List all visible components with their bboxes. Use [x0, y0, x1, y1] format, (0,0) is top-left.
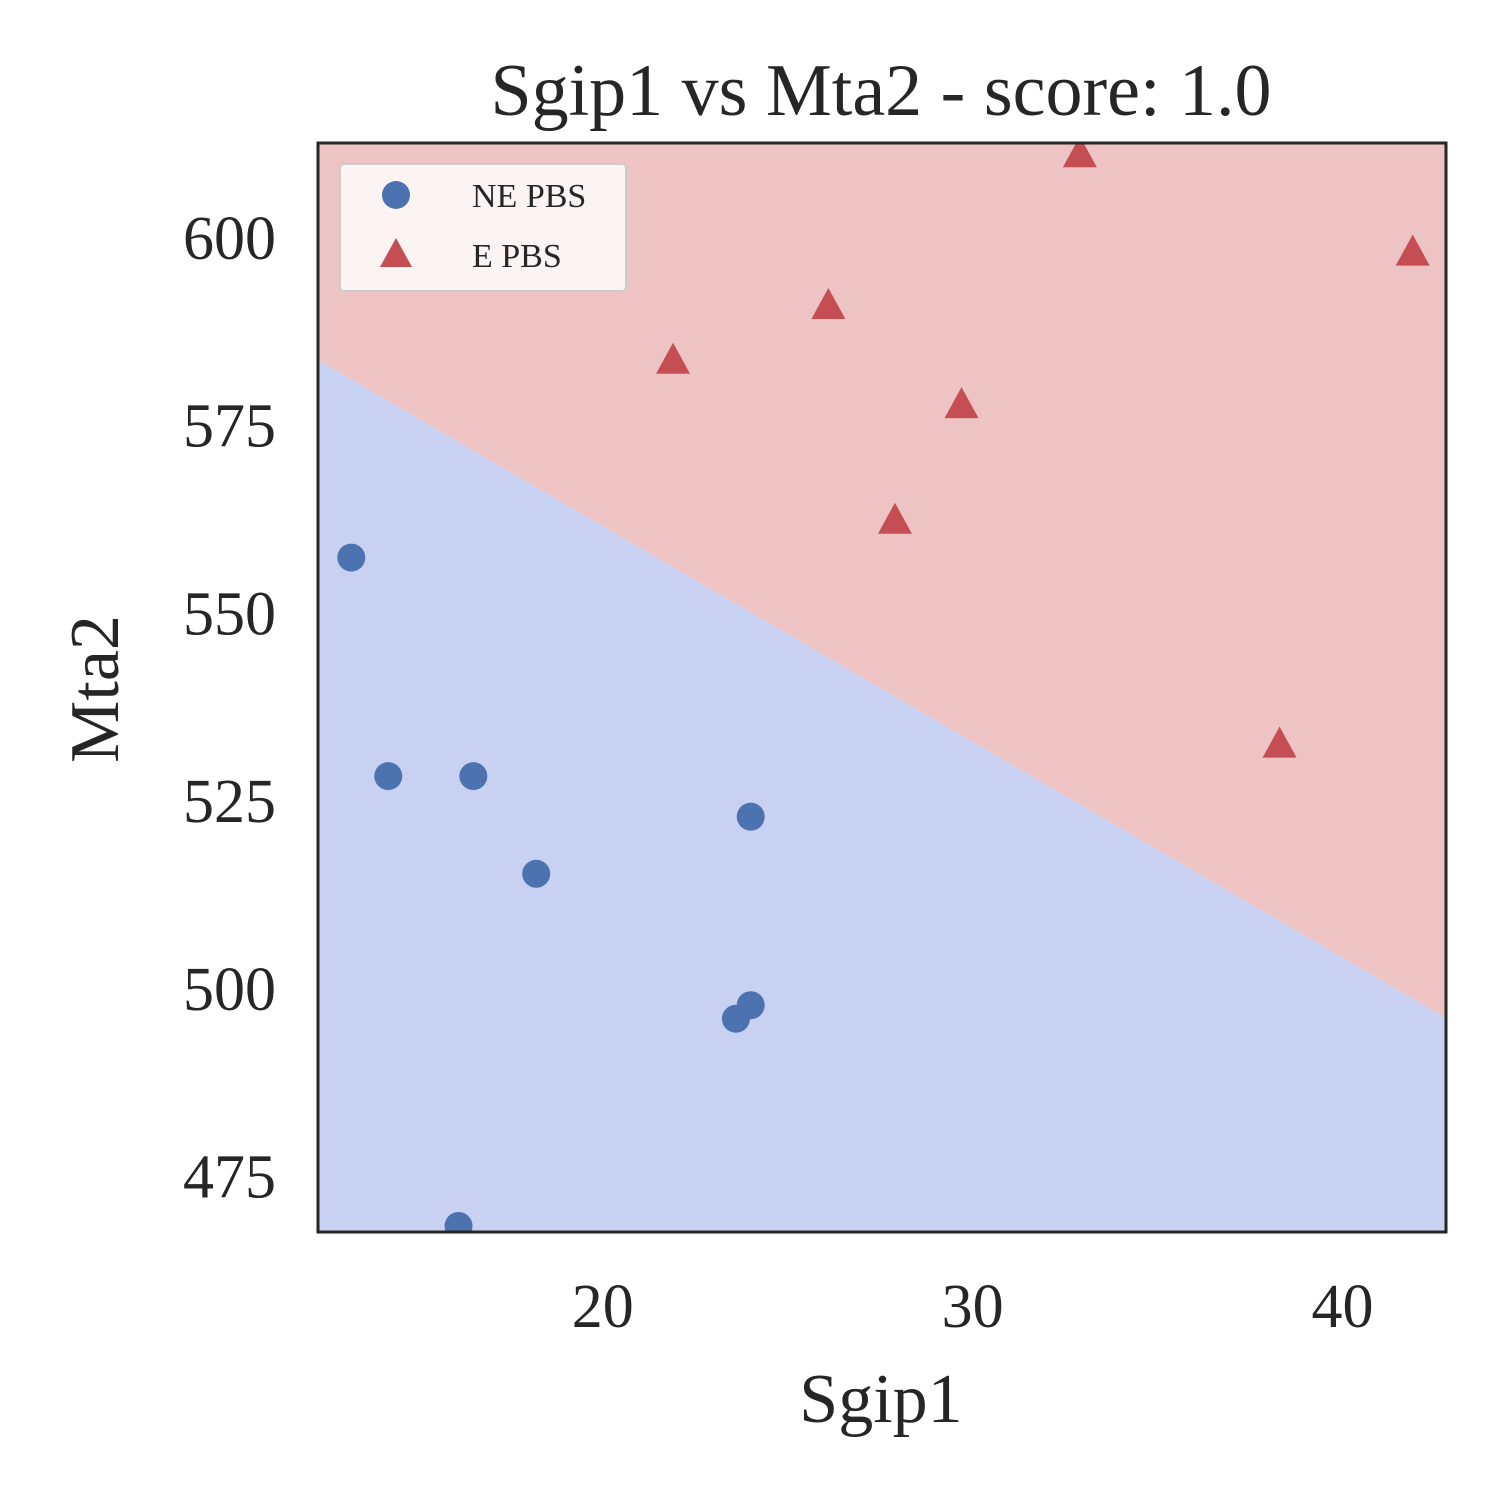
point-ne-pbs	[444, 1211, 473, 1232]
point-ne-pbs	[459, 762, 488, 791]
y-tick-label: 575	[183, 393, 276, 461]
y-tick-label: 600	[183, 205, 276, 273]
legend-box	[339, 163, 627, 292]
x-tick-label: 20	[572, 1273, 634, 1341]
point-ne-pbs	[374, 762, 403, 791]
plot-frame	[316, 141, 1448, 1234]
point-e-pbs	[944, 387, 979, 419]
point-ne-pbs	[522, 859, 551, 888]
point-e-pbs	[811, 287, 846, 319]
x-axis-ticks: 20 30 40	[572, 1273, 1374, 1341]
plot-area	[316, 141, 1448, 1234]
point-e-pbs	[656, 342, 691, 374]
legend-label: E PBS	[472, 238, 562, 275]
legend-label: NE PBS	[472, 178, 586, 215]
region-ne-pbs	[318, 360, 1446, 1232]
y-tick-label: 525	[183, 768, 276, 836]
point-e-pbs	[1062, 143, 1097, 168]
legend-marker-triangle	[380, 238, 412, 267]
x-axis-label: Sgip1	[799, 1361, 962, 1438]
y-tick-label: 500	[183, 956, 276, 1024]
y-axis-ticks: 475 500 525 550 575 600	[183, 205, 276, 1212]
point-e-pbs	[877, 502, 912, 534]
y-tick-label: 475	[183, 1144, 276, 1212]
point-ne-pbs	[736, 991, 765, 1020]
y-axis-label: Mta2	[57, 615, 134, 763]
point-ne-pbs	[337, 543, 366, 572]
point-ne-pbs	[736, 802, 765, 831]
point-e-pbs	[1262, 726, 1297, 758]
x-tick-label: 30	[942, 1273, 1004, 1341]
x-tick-label: 40	[1311, 1273, 1373, 1341]
legend-marker-circle	[382, 181, 410, 209]
chart-title: Sgip1 vs Mta2 - score: 1.0	[490, 50, 1271, 132]
point-e-pbs	[1395, 234, 1430, 266]
data-points	[337, 143, 1430, 1232]
y-tick-label: 550	[183, 580, 276, 648]
region-e-pbs	[318, 143, 1446, 1018]
legend: NE PBS E PBS	[339, 163, 627, 292]
